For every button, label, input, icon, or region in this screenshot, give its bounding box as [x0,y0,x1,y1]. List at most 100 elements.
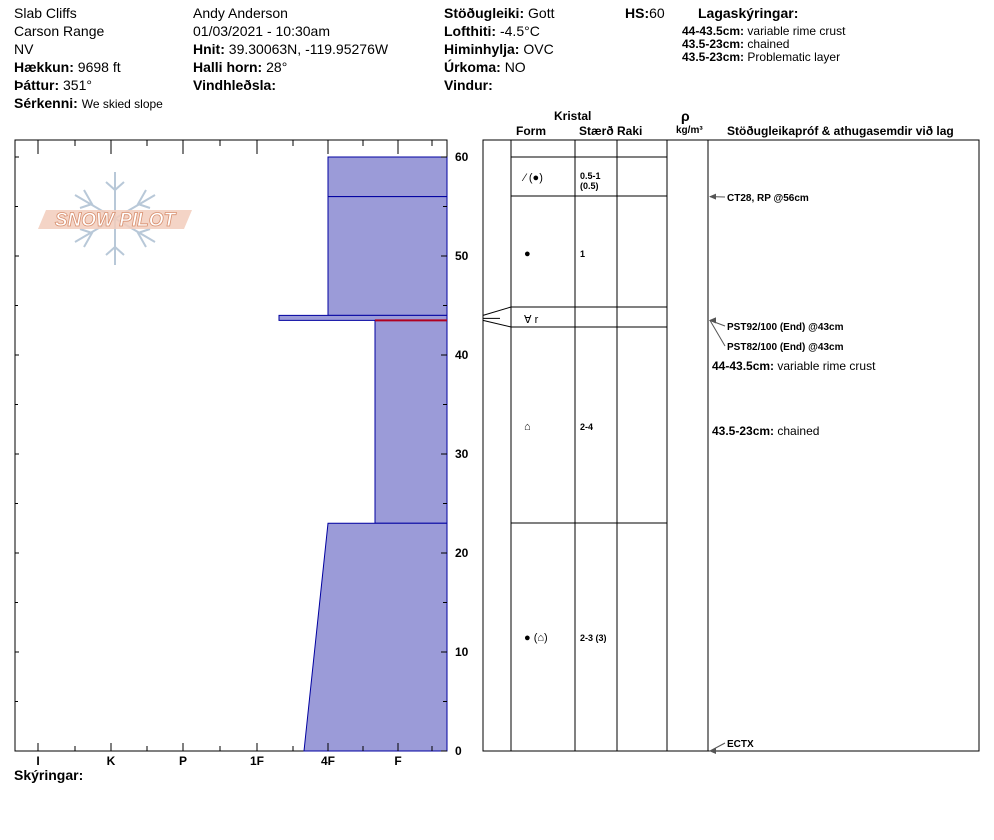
layer-connector [482,306,512,316]
wind-label: Vindur: [444,77,493,93]
wind-loading-row: Vindhleðsla: [193,77,276,93]
crystal-table-cells: ⁄ (●) 0.5-1(0.5) ● 1 ∀ r ⌂ 2-4 ● (⌂) 2-3 (3) [521,171,607,644]
grain-form-symbol: ∀ r [524,314,539,326]
layer-note-text: Problematic layer [747,50,841,64]
depth-tick-label: 0 [455,744,462,758]
density-unit-header: kg/m³ [676,125,703,136]
hardness-tick-label: 4F [321,754,335,768]
state-name: NV [14,41,34,57]
sky-row: Himinhylja: OVC [444,41,554,57]
layer-note-text: chained [747,37,790,51]
crystal-table-rows [482,156,667,524]
air-temp-label: Lofthiti: [444,23,497,39]
features-row: Sérkenni: We skied slope [14,95,163,111]
hardness-layer [303,522,448,752]
stability-row: Stöðugleiki: Gott [444,5,554,21]
hs-value: 60 [649,5,665,21]
depth-tick-label: 30 [455,447,469,461]
snowpilot-logo: SNOW PILOT [38,172,192,265]
coords-value: 39.30063N, -119.95276W [228,41,389,57]
layer-note-2: 43.5-23cm: chained [682,38,789,51]
test-label: CT28, RP @56cm [727,193,809,204]
moisture-header: Raki [617,124,643,138]
hardness-layer [374,319,448,524]
grain-form-symbol: ● [524,248,531,260]
grain-form-symbol: ● (⌂) [524,632,548,644]
test-pointer [709,320,726,347]
air-temp-row: Lofthiti: -4.5°C [444,23,540,39]
layer-connector [482,319,512,328]
stability-value: Gott [528,5,555,21]
hs-label: HS: [625,5,650,21]
elevation-row: Hækkun: 9698 ft [14,59,121,75]
test-arrow-icon [709,193,716,200]
features-value: We skied slope [81,97,163,111]
test-arrow-icon [709,748,716,754]
layer-note-range: 43.5-23cm: [682,50,745,64]
test-label: PST92/100 (End) @43cm [727,322,844,333]
features-label: Sérkenni: [14,95,78,111]
layer-comment: 43.5-23cm: chained [712,424,819,438]
hs-row: HS:60 [625,5,665,21]
hardness-tick-label: K [107,754,116,768]
hardness-tick-label: I [36,754,39,768]
coords-row: Hnit: 39.30063N, -119.95276W [193,41,388,57]
elevation-value: 9698 ft [77,59,121,75]
elevation-label: Hækkun: [14,59,74,75]
test-arrow-icon [709,317,716,324]
size-header: Stærð [579,124,614,138]
layer-note-1: 44-43.5cm: variable rime crust [682,25,845,38]
coords-label: Hnit: [193,41,225,57]
air-temp-value: -4.5°C [499,23,540,39]
layer-note-range: 43.5-23cm: [682,37,745,51]
layer-note-range: 44-43.5cm: [682,24,745,38]
hardness-tick-label: 1F [250,754,264,768]
stability-label: Stöðugleiki: [444,5,525,21]
depth-axis: 0 10 20 30 40 50 60 [15,150,469,758]
grain-form-symbol: ⁄ (●) [521,172,543,184]
hardness-axis: I K P 1F 4F F [36,140,433,768]
hardness-layer [327,156,448,198]
crystal-table-frame [482,139,980,752]
precip-row: Úrkoma: NO [444,59,526,75]
location-name: Slab Cliffs [14,5,77,21]
depth-tick-label: 10 [455,645,469,659]
depth-tick-label: 40 [455,348,469,362]
grain-size: 2-4 [580,422,593,432]
grain-size: 0.5-1 [580,171,601,181]
hardness-layers [278,156,448,752]
logo-text: SNOW PILOT [55,210,177,231]
observer-name: Andy Anderson [193,5,288,21]
form-header: Form [516,124,546,138]
sky-value: OVC [523,41,554,57]
precip-value: NO [504,59,526,75]
layers-title: Lagaskýringar: [698,5,799,21]
wind-loading-label: Vindhleðsla: [193,77,276,93]
precip-label: Úrkoma: [444,59,501,75]
grain-size: 1 [580,249,585,259]
depth-tick-label: 60 [455,150,469,164]
slope-label: Halli horn: [193,59,263,75]
wind-row: Vindur: [444,77,493,93]
layer-note-text: variable rime crust [747,24,846,38]
hardness-tick-label: P [179,754,187,768]
rho-header: ρ [681,108,690,124]
grain-size-sub: (0.5) [580,181,599,191]
aspect-row: Þáttur: 351° [14,77,92,93]
aspect-label: Þáttur: [14,77,60,93]
slope-row: Halli horn: 28° [193,59,287,75]
crystal-header: Kristal [554,109,592,123]
observation-datetime: 01/03/2021 - 10:30am [193,23,330,39]
layer-note-3: 43.5-23cm: Problematic layer [682,51,840,64]
aspect-value: 351° [63,77,92,93]
range-name: Carson Range [14,23,105,39]
hardness-layer [327,196,448,316]
slope-value: 28° [266,59,288,75]
depth-tick-label: 20 [455,546,469,560]
sky-label: Himinhylja: [444,41,520,57]
depth-tick-label: 50 [455,249,469,263]
grain-size: 2-3 (3) [580,633,607,643]
test-label: PST82/100 (End) @43cm [727,342,844,353]
grain-form-symbol: ⌂ [524,421,531,433]
